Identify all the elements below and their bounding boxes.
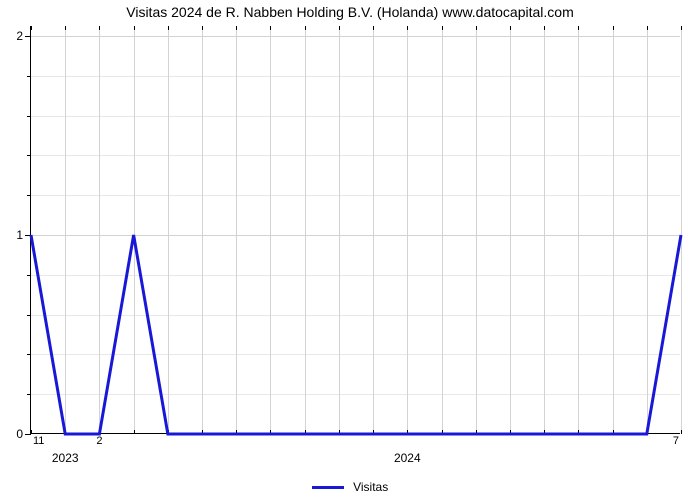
legend: Visitas (0, 480, 700, 494)
series-line (31, 26, 681, 434)
plot-area: 012117220232024 (30, 26, 680, 434)
legend-swatch (312, 486, 344, 489)
chart-title: Visitas 2024 de R. Nabben Holding B.V. (… (0, 4, 700, 20)
chart-container: Visitas 2024 de R. Nabben Holding B.V. (… (0, 0, 700, 500)
x-group-label: 2024 (394, 433, 421, 465)
x-tick-label: 7 (673, 433, 681, 447)
legend-label: Visitas (353, 480, 388, 494)
x-tick-label: 11 (31, 433, 44, 447)
x-group-label: 2023 (52, 433, 79, 465)
